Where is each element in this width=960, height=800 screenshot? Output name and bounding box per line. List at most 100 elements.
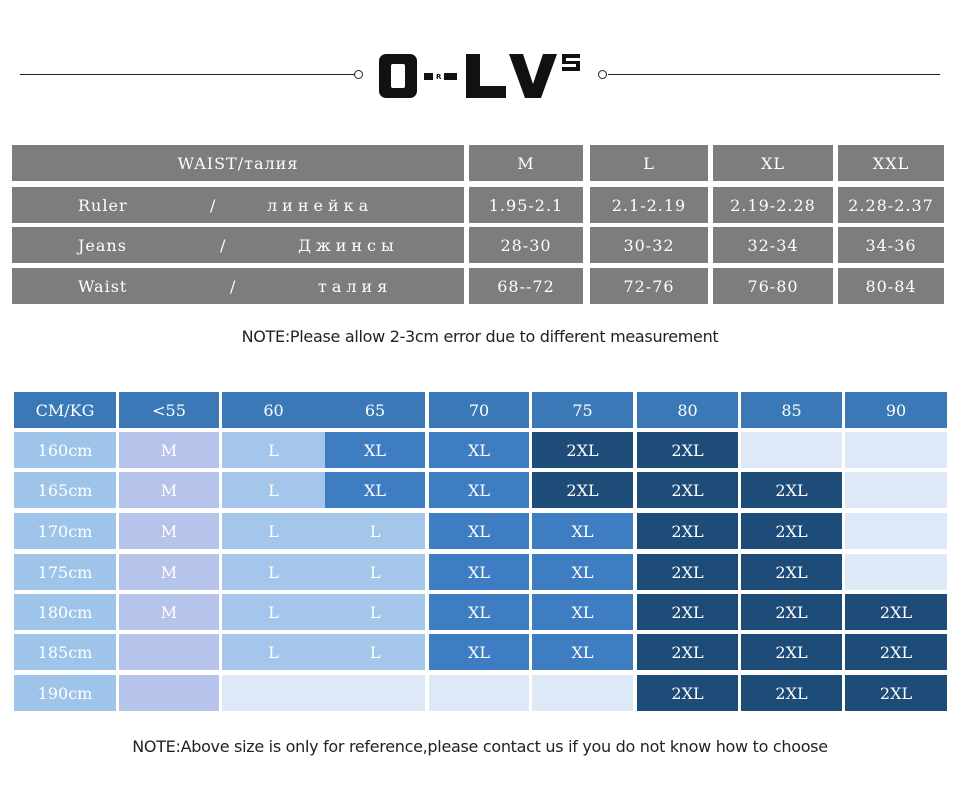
waist-value-cell: 68--72 [469,268,583,304]
hw-weight-header: 70 [429,392,529,428]
waist-value-cell: 2.19-2.28 [713,187,833,223]
hw-size-cell [845,472,947,508]
hw-size-cell: L [222,594,325,630]
waist-value-cell: 1.95-2.1 [469,187,583,223]
header-rule-right [608,74,940,75]
row-label-separator: / [210,195,217,215]
hw-size-cell [119,675,219,711]
hw-size-cell: 2XL [637,472,738,508]
hw-height-label: 165cm [14,472,116,508]
waist-header-size: XXL [838,145,944,181]
hw-size-cell: L [325,554,425,590]
hw-height-label: 175cm [14,554,116,590]
row-label-en: Ruler [78,195,128,215]
hw-height-label: 160cm [14,432,116,468]
hw-size-cell: L [222,513,325,549]
hw-size-cell: XL [325,432,425,468]
waist-value-cell: 72-76 [590,268,708,304]
waist-header-size: M [469,145,583,181]
row-label-en: Jeans [78,235,127,255]
hw-size-cell [845,554,947,590]
note-measurement-error: NOTE:Please allow 2-3cm error due to dif… [241,327,719,346]
hw-size-cell: XL [429,432,529,468]
hw-size-cell: L [222,472,325,508]
row-label-ru: талия [318,276,393,296]
hw-size-cell: L [325,513,425,549]
waist-header-size: L [590,145,708,181]
hw-size-cell: M [119,554,219,590]
hw-size-cell: XL [429,634,529,670]
hw-size-cell: XL [429,554,529,590]
hw-size-cell: XL [429,472,529,508]
hw-size-cell: XL [532,634,633,670]
waist-value-cell: 2.1-2.19 [590,187,708,223]
hw-size-cell: 2XL [637,634,738,670]
hw-size-cell: 2XL [741,675,842,711]
waist-value-cell: 32-34 [713,227,833,263]
hw-size-cell: XL [532,594,633,630]
hw-size-cell: M [119,513,219,549]
waist-value-cell: 76-80 [713,268,833,304]
hw-height-label: 185cm [14,634,116,670]
row-label-en: Waist [78,276,128,296]
hw-size-cell: 2XL [637,675,738,711]
hw-size-cell: 2XL [741,513,842,549]
hw-weight-header: 80 [637,392,738,428]
waist-value-cell: 34-36 [838,227,944,263]
hw-size-cell [429,675,529,711]
header-dot-left [354,70,363,79]
svg-text:R: R [436,73,442,81]
brand-logo: R [379,54,580,98]
hw-size-cell: 2XL [741,594,842,630]
hw-size-cell: 2XL [637,594,738,630]
hw-size-cell: 2XL [637,554,738,590]
hw-weight-header: 60 [222,392,325,428]
hw-size-cell: 2XL [741,554,842,590]
waist-row-label: Jeans / Джинсы [12,227,464,263]
hw-height-label: 190cm [14,675,116,711]
hw-size-cell: 2XL [741,634,842,670]
hw-size-cell: M [119,472,219,508]
note-reference-only: NOTE:Above size is only for reference,pl… [132,737,828,756]
row-label-separator: / [230,276,237,296]
hw-size-cell: XL [532,554,633,590]
waist-header-label: WAIST/талия [12,145,464,181]
hw-size-cell: L [325,594,425,630]
hw-size-cell: L [222,554,325,590]
hw-size-cell: L [222,634,325,670]
hw-size-cell: XL [325,472,425,508]
hw-size-cell: 2XL [532,472,633,508]
row-label-ru: линейка [267,195,374,215]
hw-size-cell: 2XL [845,594,947,630]
hw-size-cell: M [119,594,219,630]
hw-size-cell: 2XL [845,634,947,670]
hw-size-cell: XL [429,594,529,630]
hw-size-cell: 2XL [741,472,842,508]
hw-size-cell: 2XL [637,513,738,549]
hw-height-label: 180cm [14,594,116,630]
waist-header-size: XL [713,145,833,181]
hw-size-cell: L [325,634,425,670]
hw-size-cell [532,675,633,711]
hw-size-cell: XL [429,513,529,549]
hw-size-cell [325,675,425,711]
waist-value-cell: 2.28-2.37 [838,187,944,223]
hw-weight-header: 85 [741,392,842,428]
waist-row-label: Waist / талия [12,268,464,304]
row-label-separator: / [220,235,227,255]
hw-corner-label: CM/KG [14,392,116,428]
waist-row-label: Ruler / линейка [12,187,464,223]
hw-size-cell [222,675,325,711]
hw-size-cell: 2XL [637,432,738,468]
hw-size-cell: 2XL [845,675,947,711]
hw-size-cell [119,634,219,670]
hw-size-cell [741,432,842,468]
hw-height-label: 170cm [14,513,116,549]
waist-value-cell: 30-32 [590,227,708,263]
hw-size-cell: XL [532,513,633,549]
hw-size-cell [845,513,947,549]
hw-weight-header: <55 [119,392,219,428]
hw-weight-header: 90 [845,392,947,428]
header-rule-left [20,74,356,75]
waist-value-cell: 80-84 [838,268,944,304]
